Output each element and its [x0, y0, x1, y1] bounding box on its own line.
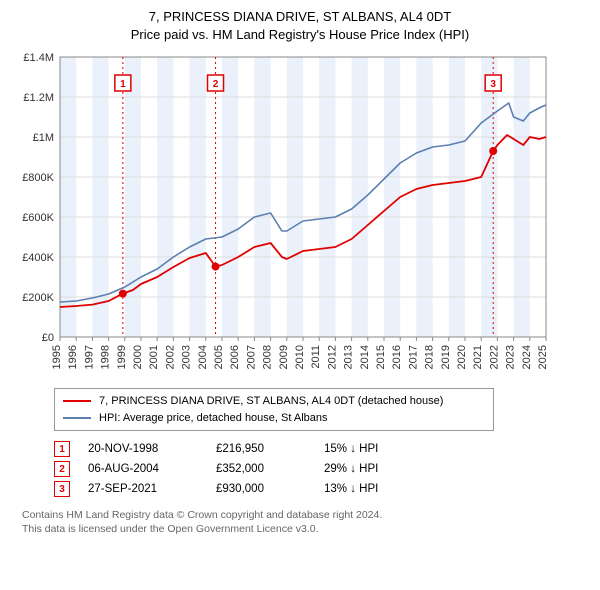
svg-text:2003: 2003 — [181, 345, 193, 369]
sale-date: 27-SEP-2021 — [88, 483, 198, 495]
svg-text:1998: 1998 — [100, 345, 112, 369]
svg-text:2019: 2019 — [440, 345, 452, 369]
svg-text:2025: 2025 — [537, 345, 549, 369]
sale-price: £352,000 — [216, 463, 306, 475]
title-line1: 7, PRINCESS DIANA DRIVE, ST ALBANS, AL4 … — [10, 8, 590, 26]
svg-text:2023: 2023 — [505, 345, 517, 369]
chart-svg: £0 £200K £400K £600K £800K £1M £1.2M £1.4M 1995 1… — [10, 47, 550, 377]
svg-text:2013: 2013 — [343, 345, 355, 369]
svg-text:2022: 2022 — [488, 345, 500, 369]
svg-text:£200K: £200K — [22, 292, 54, 304]
sales-row: 3 27-SEP-2021 £930,000 13% ↓ HPI — [54, 479, 494, 499]
svg-text:2007: 2007 — [245, 345, 257, 369]
sale-date: 20-NOV-1998 — [88, 443, 198, 455]
svg-text:2006: 2006 — [229, 345, 241, 369]
svg-text:£400K: £400K — [22, 252, 54, 264]
svg-text:£0: £0 — [42, 332, 54, 344]
legend: 7, PRINCESS DIANA DRIVE, ST ALBANS, AL4 … — [54, 388, 494, 431]
svg-text:1999: 1999 — [116, 345, 128, 369]
footnote-line1: Contains HM Land Registry data © Crown c… — [22, 509, 586, 523]
sale-diff: 15% ↓ HPI — [324, 443, 414, 455]
svg-text:3: 3 — [490, 79, 496, 90]
svg-text:2000: 2000 — [132, 345, 144, 369]
sale-price: £930,000 — [216, 483, 306, 495]
legend-label-2: HPI: Average price, detached house, St A… — [99, 410, 328, 427]
svg-text:£1M: £1M — [33, 132, 54, 144]
svg-text:2004: 2004 — [197, 345, 209, 369]
svg-text:2021: 2021 — [472, 345, 484, 369]
legend-row: 7, PRINCESS DIANA DRIVE, ST ALBANS, AL4 … — [63, 393, 485, 410]
svg-text:2009: 2009 — [278, 345, 290, 369]
svg-text:£800K: £800K — [22, 172, 54, 184]
sale-date: 06-AUG-2004 — [88, 463, 198, 475]
svg-text:£1.2M: £1.2M — [23, 92, 54, 104]
svg-text:£600K: £600K — [22, 212, 54, 224]
svg-text:2010: 2010 — [294, 345, 306, 369]
svg-text:2: 2 — [213, 79, 219, 90]
sale-price: £216,950 — [216, 443, 306, 455]
svg-text:2015: 2015 — [375, 345, 387, 369]
legend-swatch-1 — [63, 400, 91, 402]
sales-row: 2 06-AUG-2004 £352,000 29% ↓ HPI — [54, 459, 494, 479]
svg-text:2017: 2017 — [407, 345, 419, 369]
footnote: Contains HM Land Registry data © Crown c… — [22, 509, 586, 536]
svg-text:2020: 2020 — [456, 345, 468, 369]
chart-titles: 7, PRINCESS DIANA DRIVE, ST ALBANS, AL4 … — [10, 8, 590, 43]
svg-text:2008: 2008 — [262, 345, 274, 369]
svg-text:2005: 2005 — [213, 345, 225, 369]
sales-table: 1 20-NOV-1998 £216,950 15% ↓ HPI 2 06-AU… — [54, 439, 494, 499]
svg-text:2024: 2024 — [521, 345, 533, 369]
legend-label-1: 7, PRINCESS DIANA DRIVE, ST ALBANS, AL4 … — [99, 393, 443, 410]
svg-text:2011: 2011 — [310, 345, 322, 369]
svg-text:2012: 2012 — [326, 345, 338, 369]
legend-swatch-2 — [63, 417, 91, 419]
sale-marker-2: 2 — [54, 461, 70, 477]
svg-text:2002: 2002 — [164, 345, 176, 369]
sale-marker-1: 1 — [54, 441, 70, 457]
chart: £0 £200K £400K £600K £800K £1M £1.2M £1.4M 1995 1… — [10, 47, 590, 382]
sale-marker-3: 3 — [54, 481, 70, 497]
sale-diff: 13% ↓ HPI — [324, 483, 414, 495]
svg-text:1996: 1996 — [67, 345, 79, 369]
footnote-line2: This data is licensed under the Open Gov… — [22, 523, 586, 537]
svg-text:1: 1 — [120, 79, 126, 90]
sales-row: 1 20-NOV-1998 £216,950 15% ↓ HPI — [54, 439, 494, 459]
svg-text:1995: 1995 — [51, 345, 63, 369]
sale-diff: 29% ↓ HPI — [324, 463, 414, 475]
svg-text:2016: 2016 — [391, 345, 403, 369]
legend-row: HPI: Average price, detached house, St A… — [63, 410, 485, 427]
title-line2: Price paid vs. HM Land Registry's House … — [10, 26, 590, 44]
svg-text:1997: 1997 — [83, 345, 95, 369]
svg-text:£1.4M: £1.4M — [23, 52, 54, 64]
svg-text:2001: 2001 — [148, 345, 160, 369]
svg-text:2018: 2018 — [424, 345, 436, 369]
svg-text:2014: 2014 — [359, 345, 371, 369]
